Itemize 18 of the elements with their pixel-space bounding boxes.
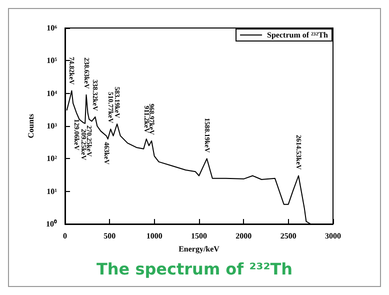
x-tick-label: 500 <box>104 232 116 240</box>
x-tick-label: 1000 <box>146 232 162 240</box>
legend-label: Spectrum of ²³²Th <box>267 30 329 40</box>
y-tick-label: 10¹ <box>46 186 58 196</box>
x-tick-label: 2500 <box>280 232 296 240</box>
x-tick-label: 2000 <box>236 232 252 240</box>
y-tick-label: 10⁴ <box>46 88 58 98</box>
y-tick-label: 10⁶ <box>46 24 58 32</box>
x-tick-label: 0 <box>63 232 67 240</box>
x-tick-label: 1500 <box>191 232 207 240</box>
text: The spectrum of ²³²Th <box>96 260 293 278</box>
y-axis-title: Counts <box>26 114 36 138</box>
x-tick-label: 3000 <box>325 232 341 240</box>
x-axis-title: Energy/keV <box>178 244 220 254</box>
y-tick-label: 10⁵ <box>46 56 58 66</box>
y-tick-label: 10⁰ <box>46 220 57 228</box>
y-tick-label: 10² <box>46 154 58 164</box>
y-tick-label: 10³ <box>46 122 58 130</box>
